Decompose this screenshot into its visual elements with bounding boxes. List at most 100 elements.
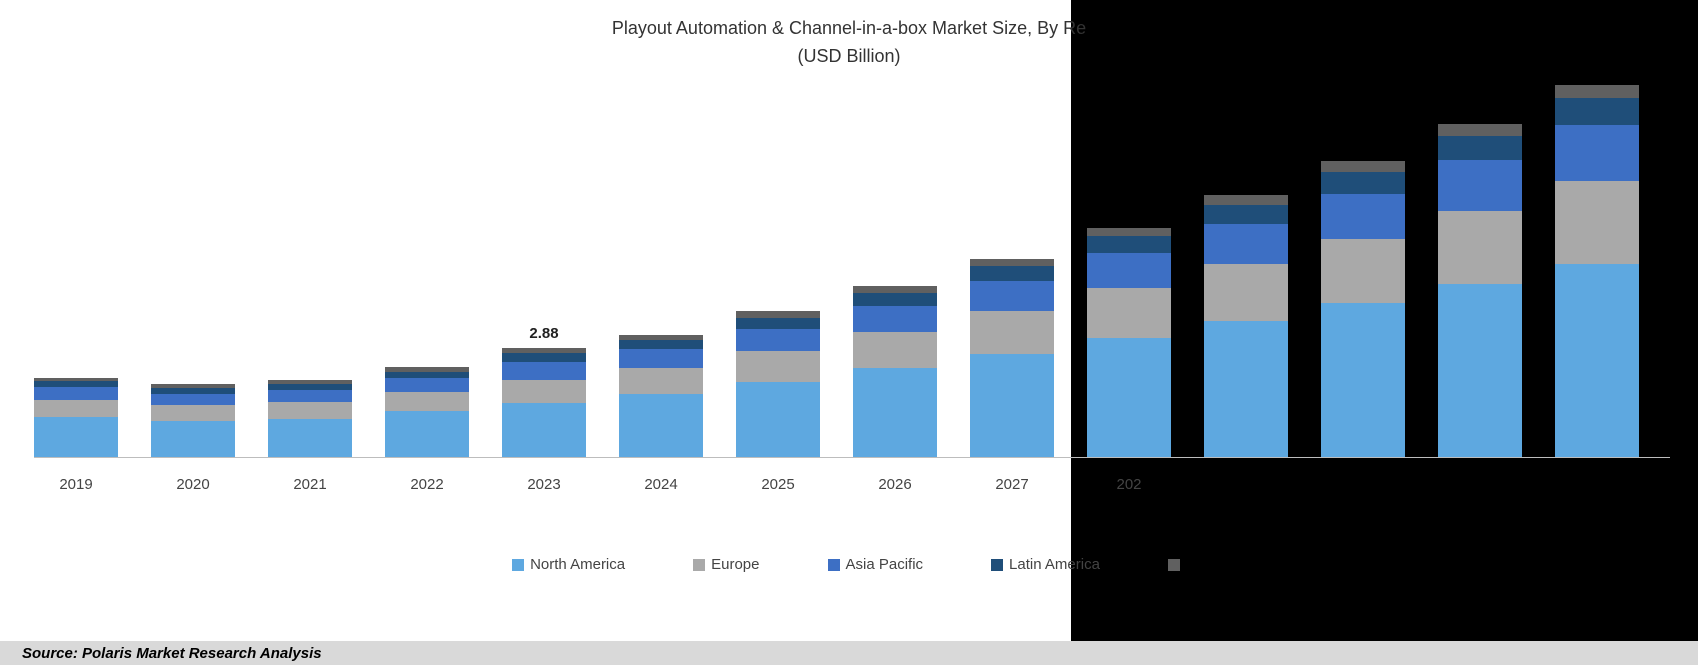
legend-item-unknown bbox=[1168, 556, 1186, 573]
segment-north-america bbox=[1204, 321, 1288, 457]
segment-latin-america bbox=[1087, 236, 1171, 253]
bar-2024 bbox=[619, 335, 703, 457]
bar-2022 bbox=[385, 367, 469, 457]
legend-item-asia-pacific: Asia Pacific bbox=[828, 556, 924, 573]
bar-202 bbox=[1087, 228, 1171, 457]
segment-north-america bbox=[1438, 284, 1522, 457]
source-text: Source: Polaris Market Research Analysis bbox=[22, 645, 322, 662]
legend-item-north-america: North America bbox=[512, 556, 625, 573]
title-line-1: Playout Automation & Channel-in-a-box Ma… bbox=[0, 14, 1698, 42]
segment-asia-pacific bbox=[736, 329, 820, 351]
segment-europe bbox=[34, 400, 118, 417]
bar-2019 bbox=[34, 378, 118, 457]
segment-asia-pacific bbox=[1555, 125, 1639, 182]
legend: North America Europe Asia Pacific Latin Ame… bbox=[0, 556, 1698, 573]
segment-asia-pacific bbox=[853, 306, 937, 332]
segment-europe bbox=[1438, 211, 1522, 284]
segment-latin-america bbox=[1438, 136, 1522, 160]
segment-latin-america bbox=[619, 340, 703, 349]
segment- bbox=[1555, 85, 1639, 98]
segment-latin-america bbox=[736, 318, 820, 329]
segment- bbox=[1087, 228, 1171, 237]
segment-europe bbox=[853, 332, 937, 368]
segment-europe bbox=[1555, 181, 1639, 264]
segment-latin-america bbox=[1204, 205, 1288, 224]
legend-swatch-icon bbox=[693, 559, 705, 571]
chart-title: Playout Automation & Channel-in-a-box Ma… bbox=[0, 14, 1698, 70]
segment-asia-pacific bbox=[151, 394, 235, 405]
bar-col11 bbox=[1321, 161, 1405, 457]
segment-latin-america bbox=[970, 266, 1054, 280]
segment-north-america bbox=[853, 368, 937, 457]
x-label-3: 2022 bbox=[385, 476, 469, 493]
x-label-9: 202 bbox=[1087, 476, 1171, 493]
segment-north-america bbox=[502, 403, 586, 457]
legend-label: Asia Pacific bbox=[846, 556, 924, 573]
x-label-0: 2019 bbox=[34, 476, 118, 493]
segment- bbox=[853, 286, 937, 293]
x-label-8: 2027 bbox=[970, 476, 1054, 493]
legend-swatch-icon bbox=[1168, 559, 1180, 571]
segment-asia-pacific bbox=[1087, 253, 1171, 288]
legend-label: Latin America bbox=[1009, 556, 1100, 573]
segment-asia-pacific bbox=[970, 281, 1054, 311]
segment-europe bbox=[1204, 264, 1288, 321]
bar-col13 bbox=[1555, 85, 1639, 457]
segment-europe bbox=[151, 405, 235, 421]
bar-2021 bbox=[268, 380, 352, 457]
x-label-1: 2020 bbox=[151, 476, 235, 493]
segment-north-america bbox=[151, 421, 235, 457]
segment-north-america bbox=[1321, 303, 1405, 457]
x-label-6: 2025 bbox=[736, 476, 820, 493]
segment-asia-pacific bbox=[268, 390, 352, 402]
legend-swatch-icon bbox=[991, 559, 1003, 571]
segment-north-america bbox=[970, 354, 1054, 457]
segment-latin-america bbox=[385, 372, 469, 379]
segment- bbox=[1438, 124, 1522, 136]
source-bar: Source: Polaris Market Research Analysis bbox=[0, 641, 1698, 665]
legend-label: North America bbox=[530, 556, 625, 573]
segment-europe bbox=[502, 380, 586, 404]
legend-swatch-icon bbox=[512, 559, 524, 571]
x-label-5: 2024 bbox=[619, 476, 703, 493]
segment-europe bbox=[970, 311, 1054, 354]
bar-2026 bbox=[853, 286, 937, 457]
segment-europe bbox=[385, 392, 469, 411]
segment- bbox=[1321, 161, 1405, 172]
segment-europe bbox=[1087, 288, 1171, 337]
segment-north-america bbox=[385, 411, 469, 457]
bar-2027 bbox=[970, 259, 1054, 457]
segment-asia-pacific bbox=[619, 349, 703, 368]
chart-area: 2.88 20192020202120222023202420252026202… bbox=[34, 108, 1670, 488]
segment-europe bbox=[268, 402, 352, 418]
segment-latin-america bbox=[1321, 172, 1405, 193]
legend-label: Europe bbox=[711, 556, 759, 573]
segment-latin-america bbox=[1555, 98, 1639, 125]
segment-europe bbox=[736, 351, 820, 382]
bar-col12 bbox=[1438, 124, 1522, 457]
segment-asia-pacific bbox=[385, 378, 469, 392]
x-label-7: 2026 bbox=[853, 476, 937, 493]
x-axis-labels: 201920202021202220232024202520262027202 bbox=[34, 458, 1670, 488]
title-line-2: (USD Billion) bbox=[0, 42, 1698, 70]
segment-north-america bbox=[736, 382, 820, 457]
segment-north-america bbox=[619, 394, 703, 457]
segment- bbox=[970, 259, 1054, 267]
segment-europe bbox=[619, 368, 703, 394]
segment-asia-pacific bbox=[502, 362, 586, 379]
segment-north-america bbox=[34, 417, 118, 457]
segment-north-america bbox=[268, 419, 352, 457]
x-label-4: 2023 bbox=[502, 476, 586, 493]
data-label-2.88: 2.88 bbox=[502, 325, 586, 342]
segment-north-america bbox=[1087, 338, 1171, 457]
bar-2025 bbox=[736, 311, 820, 457]
segment-north-america bbox=[1555, 264, 1639, 457]
segment-asia-pacific bbox=[34, 387, 118, 400]
segment- bbox=[1204, 195, 1288, 205]
segment-latin-america bbox=[853, 293, 937, 306]
legend-item-europe: Europe bbox=[693, 556, 759, 573]
legend-swatch-icon bbox=[828, 559, 840, 571]
plot-region: 2.88 bbox=[34, 108, 1670, 458]
bar-col10 bbox=[1204, 195, 1288, 457]
bar-2023 bbox=[502, 348, 586, 457]
